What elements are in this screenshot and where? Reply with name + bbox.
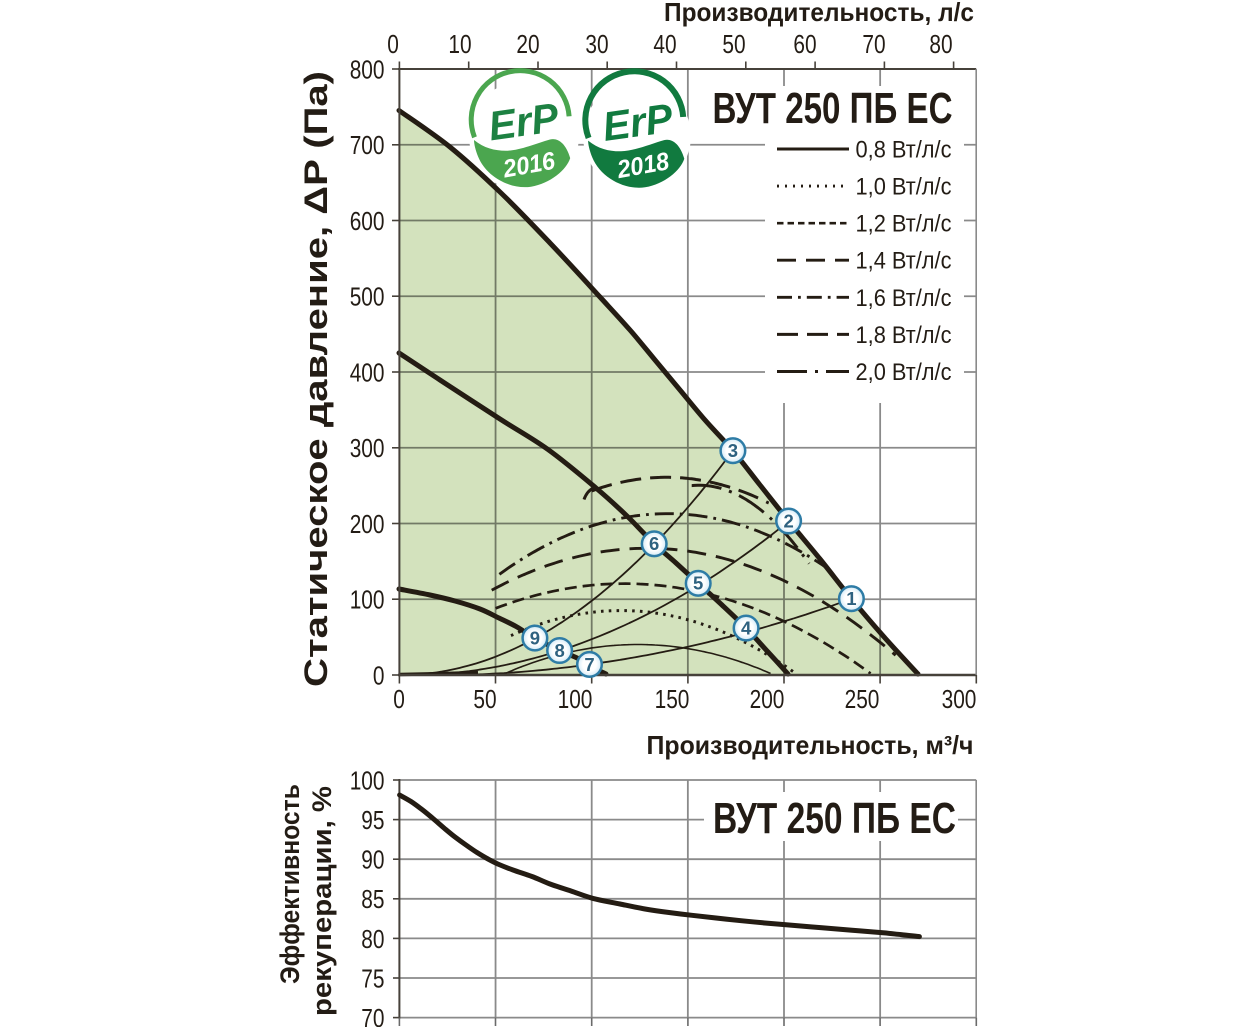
svg-text:1,2 Вт/л/с: 1,2 Вт/л/с: [856, 211, 952, 238]
svg-text:Производительность, м³/ч: Производительность, м³/ч: [647, 730, 974, 760]
svg-text:0: 0: [387, 29, 399, 59]
svg-text:6: 6: [649, 533, 659, 554]
svg-text:300: 300: [350, 433, 385, 463]
svg-text:2: 2: [783, 510, 793, 531]
svg-text:9: 9: [530, 628, 540, 649]
svg-text:250: 250: [845, 684, 880, 714]
svg-text:100: 100: [350, 585, 385, 615]
svg-text:800: 800: [350, 54, 385, 84]
svg-text:2,0 Вт/л/с: 2,0 Вт/л/с: [856, 359, 952, 386]
svg-text:ErP: ErP: [600, 95, 676, 150]
svg-text:600: 600: [350, 206, 385, 236]
svg-text:7: 7: [584, 654, 594, 675]
svg-text:100: 100: [350, 765, 385, 795]
svg-text:70: 70: [862, 29, 885, 59]
svg-text:100: 100: [558, 684, 593, 714]
svg-text:500: 500: [350, 282, 385, 312]
svg-text:80: 80: [361, 924, 384, 954]
svg-text:60: 60: [793, 29, 816, 59]
svg-text:10: 10: [448, 29, 471, 59]
svg-text:0,8 Вт/л/с: 0,8 Вт/л/с: [856, 137, 952, 164]
svg-text:80: 80: [929, 29, 952, 59]
svg-text:4: 4: [741, 618, 752, 639]
svg-text:700: 700: [350, 130, 385, 160]
svg-text:Производительность, л/с: Производительность, л/с: [664, 0, 974, 27]
svg-text:1,8 Вт/л/с: 1,8 Вт/л/с: [856, 322, 952, 349]
svg-text:200: 200: [750, 684, 785, 714]
svg-text:95: 95: [361, 805, 384, 835]
svg-text:Статическое давление, ΔP (Па): Статическое давление, ΔP (Па): [298, 71, 334, 687]
svg-text:85: 85: [361, 884, 384, 914]
svg-text:рекуперации, %: рекуперации, %: [307, 786, 337, 1016]
svg-text:Эффективность: Эффективность: [275, 784, 305, 984]
svg-text:1,0 Вт/л/с: 1,0 Вт/л/с: [856, 174, 952, 201]
svg-text:5: 5: [693, 573, 703, 594]
svg-text:3: 3: [728, 440, 738, 461]
svg-text:0: 0: [393, 684, 405, 714]
svg-text:ВУТ 250 ПБ ЕС: ВУТ 250 ПБ ЕС: [713, 794, 956, 843]
svg-text:70: 70: [361, 1003, 384, 1027]
svg-text:0: 0: [373, 660, 385, 690]
svg-text:200: 200: [350, 509, 385, 539]
svg-text:ErP: ErP: [486, 94, 562, 149]
svg-text:50: 50: [473, 684, 496, 714]
svg-text:20: 20: [516, 29, 539, 59]
svg-text:40: 40: [653, 29, 676, 59]
svg-text:8: 8: [554, 640, 564, 661]
svg-text:ВУТ 250 ПБ ЕС: ВУТ 250 ПБ ЕС: [713, 84, 953, 133]
svg-text:1,4 Вт/л/с: 1,4 Вт/л/с: [856, 248, 952, 275]
svg-text:50: 50: [722, 29, 745, 59]
svg-text:75: 75: [361, 963, 384, 993]
svg-text:300: 300: [942, 684, 977, 714]
svg-text:150: 150: [655, 684, 690, 714]
svg-text:90: 90: [361, 845, 384, 875]
svg-text:1,6 Вт/л/с: 1,6 Вт/л/с: [856, 285, 952, 312]
svg-text:1: 1: [846, 588, 856, 609]
svg-text:400: 400: [350, 357, 385, 387]
svg-text:30: 30: [585, 29, 608, 59]
